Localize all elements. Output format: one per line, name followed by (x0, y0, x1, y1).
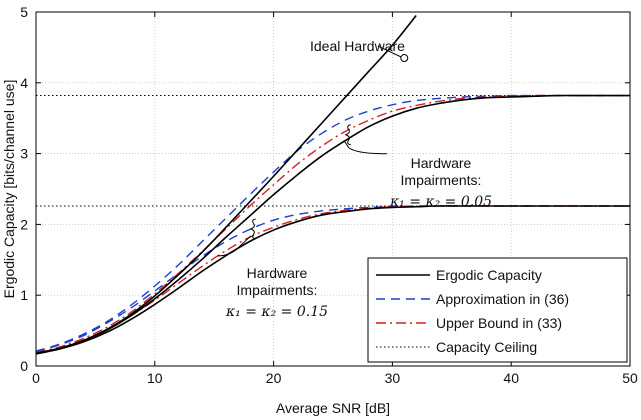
y-axis-title: Ergodic Capacity [bits/channel use] (1, 80, 17, 299)
impair-015-line1: Hardware (247, 265, 308, 281)
capacity-ceilings (36, 95, 630, 207)
impair-015-line3: κ₁ = κ₂ = 0.15 (225, 304, 328, 320)
legend-label: Upper Bound in (33) (436, 315, 562, 331)
series-ergodic-capacity-0-15 (36, 205, 630, 355)
impair-005-line1: Hardware (411, 155, 472, 171)
axes: 0 10 20 30 40 50 0 1 2 3 4 5 Average SNR [dB] Ergodic… (1, 4, 638, 416)
impair-005-line2: Impairments: (401, 172, 482, 188)
y-tick-label: 0 (20, 358, 28, 374)
brace-005-top (344, 124, 351, 146)
x-tick-label: 40 (503, 370, 519, 386)
y-tick-label: 2 (20, 216, 28, 232)
ideal-hardware-label: Ideal Hardware (310, 38, 405, 54)
y-tick-label: 5 (20, 4, 28, 20)
series-approximation-in-36 (36, 94, 630, 352)
plot-frame (35, 11, 631, 367)
ideal-hardware-leader (377, 45, 402, 58)
series-layer (36, 15, 630, 355)
brace-005-leader (344, 141, 387, 155)
x-tick-label: 10 (147, 370, 163, 386)
impair-005-line3: κ₁ = κ₂ = 0.05 (389, 194, 492, 210)
y-tick-label: 4 (20, 75, 28, 91)
impair-015-line2: Impairments: (237, 282, 318, 298)
legend-label: Approximation in (36) (436, 291, 569, 307)
x-tick-label: 30 (385, 370, 401, 386)
x-axis-title: Average SNR [dB] (276, 400, 390, 416)
series-ergodic-capacity (36, 94, 630, 355)
legend-label: Capacity Ceiling (436, 339, 537, 355)
ideal-hardware-marker (400, 54, 409, 63)
y-tick-label: 3 (20, 146, 28, 162)
x-tick-label: 50 (622, 370, 638, 386)
brace-015-leader (217, 235, 252, 257)
series-upper-bound-in-33 (36, 94, 630, 354)
legend: Ergodic Capacity Approximation in (36) Upp… (367, 257, 628, 363)
brace-015-top (249, 218, 256, 240)
y-tick-label: 1 (20, 287, 28, 303)
x-tick-label: 0 (32, 370, 40, 386)
legend-label: Ergodic Capacity (436, 267, 542, 283)
x-tick-label: 20 (266, 370, 282, 386)
